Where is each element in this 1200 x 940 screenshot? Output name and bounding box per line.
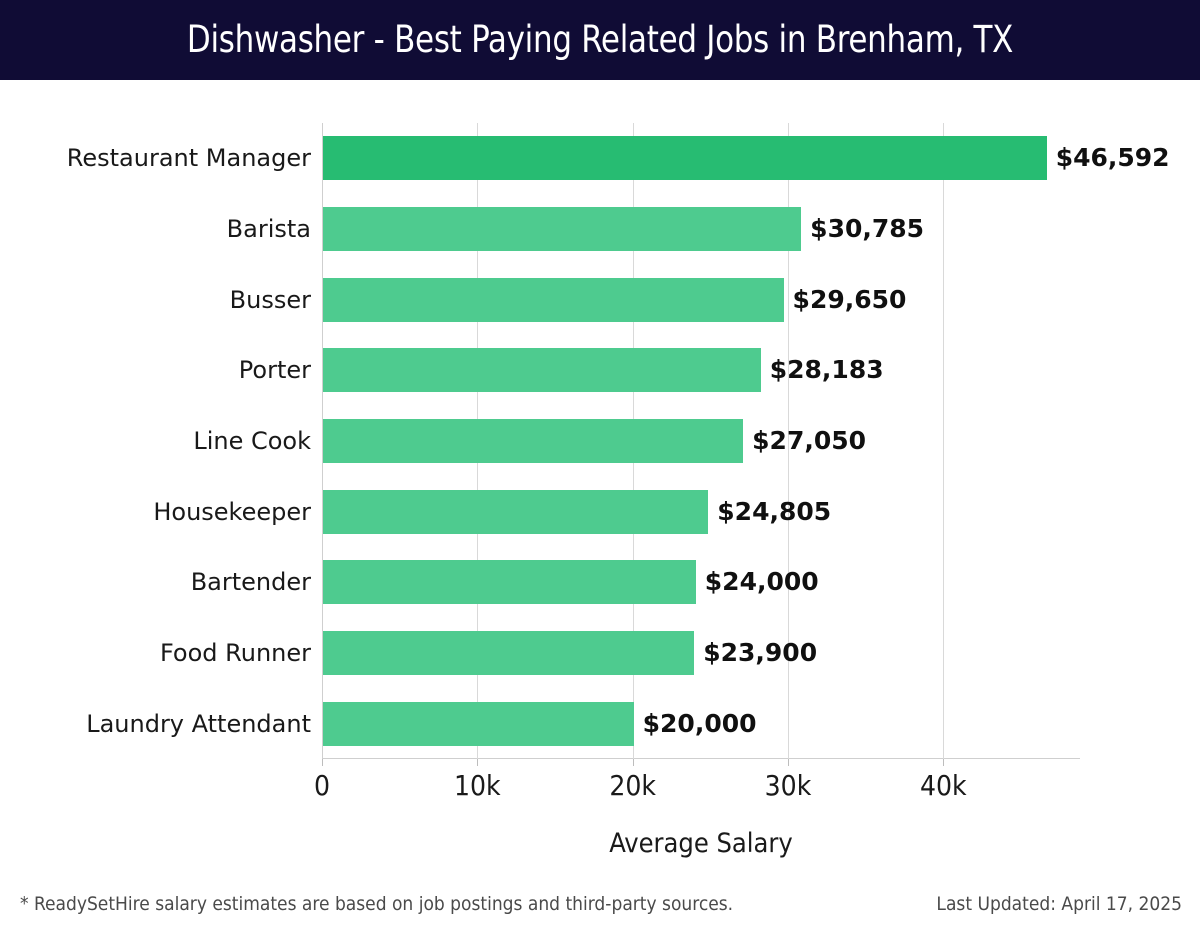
bar[interactable] [323, 560, 696, 605]
bar-value-label: $27,050 [752, 426, 867, 455]
y-axis-category-label: Laundry Attendant [86, 709, 311, 738]
bar-value-label: $28,183 [769, 355, 884, 385]
bar[interactable] [323, 207, 802, 251]
bar-value-label: $46,592 [1055, 143, 1170, 173]
bar-value-label: $24,805 [717, 496, 832, 526]
footer: * ReadySetHire salary estimates are base… [0, 893, 1200, 933]
footer-last-updated: Last Updated: April 17, 2025 [936, 893, 1182, 915]
x-axis-tick-mark [787, 759, 789, 766]
bar-value-label: $30,785 [810, 214, 925, 243]
x-axis-tick-label: 10k [453, 769, 501, 802]
y-axis-category-label: Line Cook [193, 427, 311, 455]
bar[interactable] [323, 631, 695, 675]
bar-value-label: $29,650 [792, 284, 907, 314]
plot-area: $46,592 $30,785 $29,650 $28,183 $27,050 $24,8… [322, 123, 1170, 766]
y-axis-category-label: Bartender [190, 568, 311, 597]
y-axis-line [322, 123, 323, 759]
x-axis-tick-labels: 0 10k 20k 30k 40k [314, 769, 1080, 809]
y-axis-category-label: Busser [229, 285, 311, 314]
bar-value-label: $23,900 [703, 638, 818, 667]
bar[interactable] [323, 419, 744, 463]
x-axis-tick-label: 0 [313, 769, 331, 802]
bar[interactable] [323, 489, 709, 534]
header-band: Dishwasher - Best Paying Related Jobs in… [0, 0, 1200, 80]
x-axis-tick-label: 30k [764, 769, 812, 802]
gridline [787, 123, 789, 759]
x-axis-tick-mark [322, 759, 323, 766]
y-axis-category-label: Porter [238, 356, 311, 385]
footer-disclaimer: * ReadySetHire salary estimates are base… [20, 893, 734, 915]
gridline [943, 123, 945, 759]
x-axis-tick-label: 40k [919, 769, 967, 802]
y-axis-category-labels: Restaurant Manager Barista Busser Porter Lin… [0, 123, 311, 759]
bar-value-label: $24,000 [704, 567, 819, 597]
x-axis-title: Average Salary [609, 828, 793, 859]
bar[interactable] [323, 136, 1047, 181]
bar[interactable] [323, 277, 784, 322]
y-axis-category-label: Food Runner [159, 639, 311, 667]
x-axis-line [322, 758, 1080, 759]
bar-value-label: $20,000 [642, 708, 757, 738]
y-axis-category-label: Restaurant Manager [66, 144, 311, 173]
y-axis-category-label: Barista [226, 215, 311, 243]
bar[interactable] [323, 348, 761, 393]
chart-area: Restaurant Manager Barista Busser Porter Lin… [0, 80, 1200, 880]
x-axis-tick-mark [632, 759, 634, 766]
page-title: Dishwasher - Best Paying Related Jobs in… [186, 18, 1014, 61]
x-axis-tick-mark [477, 759, 479, 766]
y-axis-category-label: Housekeeper [153, 497, 311, 526]
x-axis-tick-label: 20k [609, 769, 656, 802]
x-axis-tick-mark [943, 759, 945, 766]
bar[interactable] [323, 701, 634, 746]
